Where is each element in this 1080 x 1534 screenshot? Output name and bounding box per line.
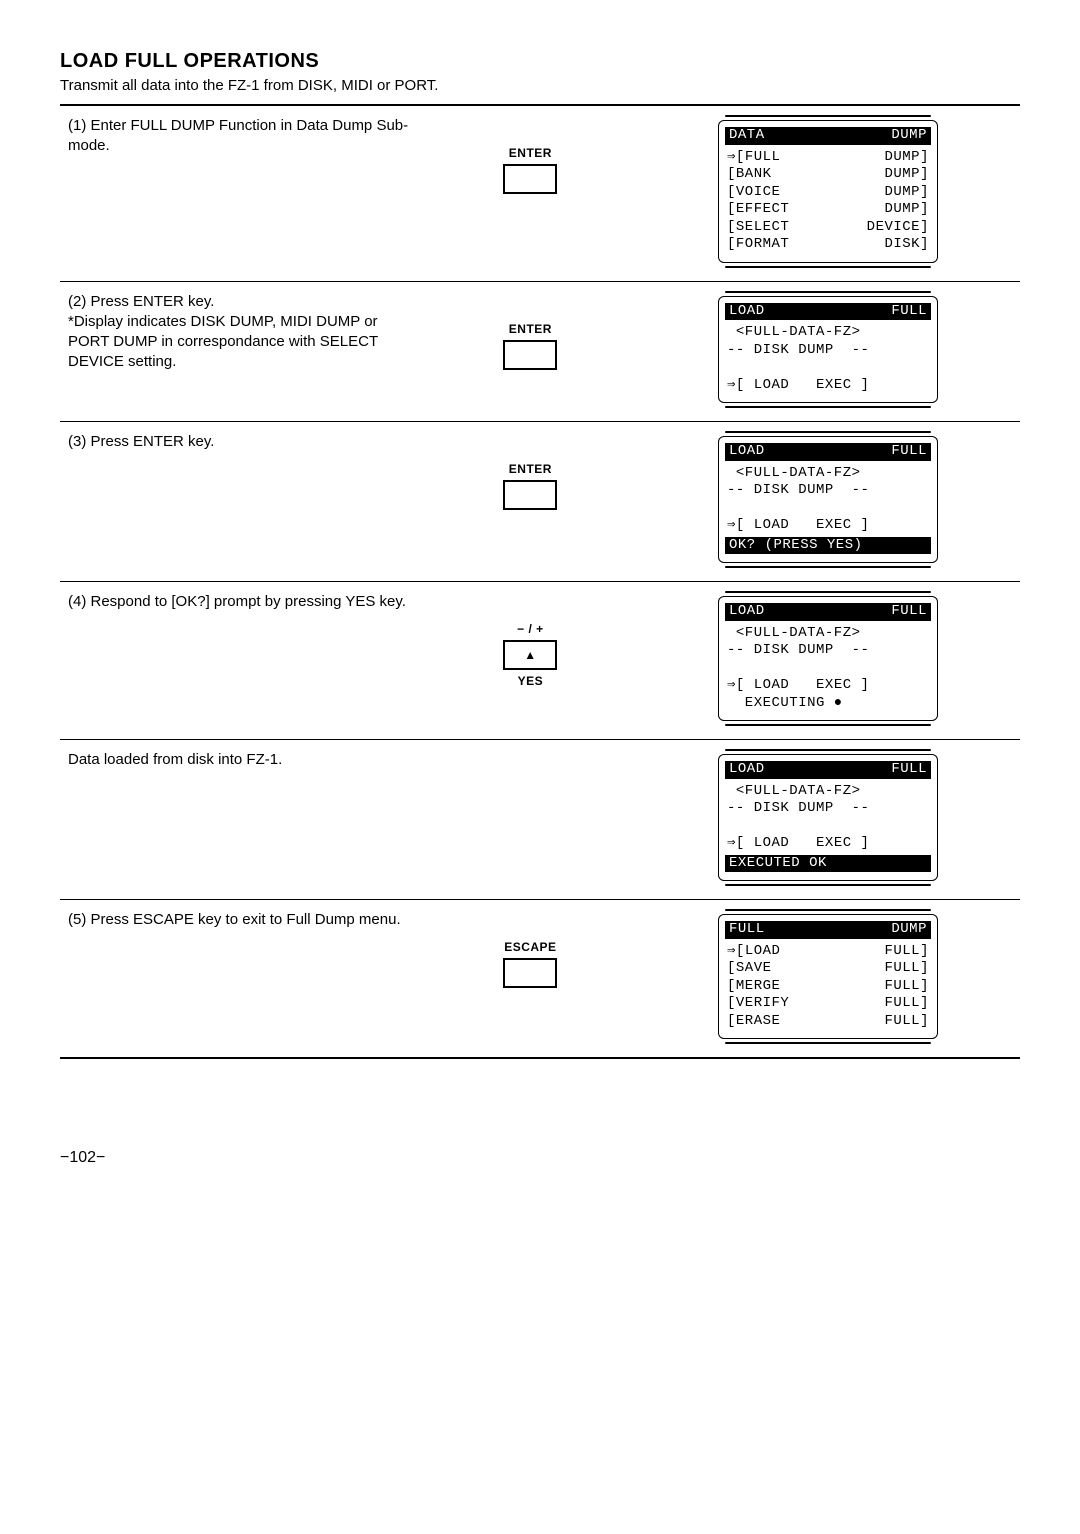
lcd-cell: DATADUMP ⇒[FULLDUMP][BANKDUMP][VOICEDUMP]…	[636, 105, 1020, 281]
lcd-panel: FULLDUMP ⇒[LOADFULL][SAVEFULL][MERGEFULL]…	[718, 914, 938, 1039]
key-box: ▲	[503, 640, 557, 670]
key-label-top: ENTER	[503, 322, 557, 336]
lcd-line: ⇒[ LOAD EXEC ]	[725, 517, 931, 535]
instruction-cell: Data loaded from disk into FZ-1.	[60, 740, 425, 900]
lcd-line: [VERIFYFULL]	[725, 995, 931, 1013]
lcd-line: [SAVEFULL]	[725, 960, 931, 978]
page-number: −102−	[60, 1149, 1020, 1167]
lcd-cell: LOADFULL <FULL-DATA-FZ>-- DISK DUMP -- ⇒…	[636, 422, 1020, 582]
lcd-line	[725, 818, 931, 836]
lcd-line: ⇒[ LOAD EXEC ]	[725, 377, 931, 395]
lcd-line: -- DISK DUMP --	[725, 482, 931, 500]
instruction-cell: (3) Press ENTER key.	[60, 422, 425, 582]
lcd-line: EXECUTING ●	[725, 695, 931, 713]
keycap: ENTER	[503, 146, 557, 194]
lcd-header: LOADFULL	[725, 303, 931, 321]
lcd-cell: LOADFULL <FULL-DATA-FZ>-- DISK DUMP -- ⇒…	[636, 740, 1020, 900]
instruction-cell: (5) Press ESCAPE key to exit to Full Dum…	[60, 900, 425, 1059]
lcd-footer-inverse: OK? (PRESS YES)	[725, 537, 931, 555]
lcd-line: [SELECTDEVICE]	[725, 219, 931, 237]
key-label-top: − / +	[503, 622, 557, 636]
keycap: ENTER	[503, 462, 557, 510]
lcd-line: [ERASEFULL]	[725, 1013, 931, 1031]
key-label-top: ENTER	[503, 462, 557, 476]
key-cell: − / + ▲ YES	[425, 582, 636, 740]
page-title: LOAD FULL OPERATIONS	[60, 50, 1020, 73]
key-label-top: ESCAPE	[503, 940, 557, 954]
lcd-line: ⇒[ LOAD EXEC ]	[725, 677, 931, 695]
instruction-cell: (1) Enter FULL DUMP Function in Data Dum…	[60, 105, 425, 281]
lcd-header: LOADFULL	[725, 761, 931, 779]
lcd-header: LOADFULL	[725, 603, 931, 621]
lcd-line	[725, 359, 931, 377]
operations-table: (1) Enter FULL DUMP Function in Data Dum…	[60, 104, 1020, 1059]
key-cell	[425, 740, 636, 900]
key-box	[503, 958, 557, 988]
lcd-line: [VOICEDUMP]	[725, 184, 931, 202]
lcd-line: <FULL-DATA-FZ>	[725, 465, 931, 483]
lcd-header: FULLDUMP	[725, 921, 931, 939]
keycap: − / + ▲ YES	[503, 622, 557, 688]
key-box	[503, 164, 557, 194]
key-box	[503, 340, 557, 370]
lcd-line: -- DISK DUMP --	[725, 642, 931, 660]
lcd-line: <FULL-DATA-FZ>	[725, 625, 931, 643]
manual-page: LOAD FULL OPERATIONS Transmit all data i…	[0, 0, 1080, 1207]
lcd-cell: LOADFULL <FULL-DATA-FZ>-- DISK DUMP -- ⇒…	[636, 582, 1020, 740]
lcd-panel: LOADFULL <FULL-DATA-FZ>-- DISK DUMP -- ⇒…	[718, 754, 938, 881]
key-box	[503, 480, 557, 510]
page-subtitle: Transmit all data into the FZ-1 from DIS…	[60, 77, 1020, 94]
instruction-cell: (2) Press ENTER key. *Display indicates …	[60, 281, 425, 422]
key-cell: ENTER	[425, 422, 636, 582]
lcd-line	[725, 660, 931, 678]
lcd-line: [BANKDUMP]	[725, 166, 931, 184]
key-label-top: ENTER	[503, 146, 557, 160]
lcd-line	[725, 500, 931, 518]
lcd-cell: FULLDUMP ⇒[LOADFULL][SAVEFULL][MERGEFULL]…	[636, 900, 1020, 1059]
key-cell: ESCAPE	[425, 900, 636, 1059]
key-cell: ENTER	[425, 281, 636, 422]
lcd-line: ⇒[LOADFULL]	[725, 943, 931, 961]
lcd-line: [EFFECTDUMP]	[725, 201, 931, 219]
keycap: ESCAPE	[503, 940, 557, 988]
lcd-line: <FULL-DATA-FZ>	[725, 324, 931, 342]
lcd-panel: LOADFULL <FULL-DATA-FZ>-- DISK DUMP -- ⇒…	[718, 296, 938, 404]
lcd-line: ⇒[FULLDUMP]	[725, 149, 931, 167]
lcd-line: <FULL-DATA-FZ>	[725, 783, 931, 801]
lcd-cell: LOADFULL <FULL-DATA-FZ>-- DISK DUMP -- ⇒…	[636, 281, 1020, 422]
lcd-line: -- DISK DUMP --	[725, 342, 931, 360]
lcd-line: ⇒[ LOAD EXEC ]	[725, 835, 931, 853]
lcd-panel: LOADFULL <FULL-DATA-FZ>-- DISK DUMP -- ⇒…	[718, 596, 938, 721]
lcd-header: DATADUMP	[725, 127, 931, 145]
lcd-line: -- DISK DUMP --	[725, 800, 931, 818]
key-label-bottom: YES	[503, 674, 557, 688]
key-cell: ENTER	[425, 105, 636, 281]
keycap: ENTER	[503, 322, 557, 370]
lcd-panel: DATADUMP ⇒[FULLDUMP][BANKDUMP][VOICEDUMP]…	[718, 120, 938, 263]
lcd-line: [FORMATDISK]	[725, 236, 931, 254]
lcd-header: LOADFULL	[725, 443, 931, 461]
lcd-line: [MERGEFULL]	[725, 978, 931, 996]
lcd-footer-inverse: EXECUTED OK	[725, 855, 931, 873]
lcd-panel: LOADFULL <FULL-DATA-FZ>-- DISK DUMP -- ⇒…	[718, 436, 938, 563]
instruction-cell: (4) Respond to [OK?] prompt by pressing …	[60, 582, 425, 740]
